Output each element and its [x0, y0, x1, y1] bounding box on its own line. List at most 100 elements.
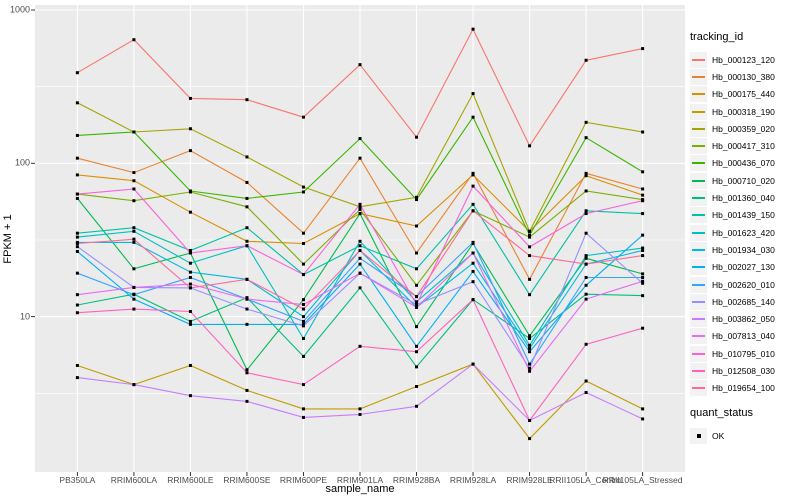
y-axis-title: FPKM + 1 — [2, 214, 14, 264]
data-point — [75, 101, 79, 105]
data-point — [245, 98, 249, 102]
data-point — [188, 363, 192, 367]
legend-item: Hb_001623_420 — [690, 224, 800, 241]
legend-item: Hb_007813_040 — [690, 328, 800, 345]
legend-key-box — [690, 362, 707, 379]
data-point — [75, 271, 79, 275]
data-point — [641, 417, 645, 421]
legend-key-box — [690, 207, 707, 224]
data-point — [415, 224, 419, 228]
legend-line-swatch — [692, 162, 705, 165]
data-point — [301, 273, 305, 277]
data-point — [245, 307, 249, 311]
legend-item-label: Hb_000359_020 — [712, 123, 775, 134]
data-point — [245, 399, 249, 403]
data-point — [301, 302, 305, 306]
legend-item: Hb_000175_440 — [690, 86, 800, 103]
legend-item: Hb_002685_140 — [690, 293, 800, 310]
data-point — [471, 298, 475, 302]
x-tick-label: RRIM600LA — [110, 475, 158, 485]
data-point — [132, 285, 136, 289]
legend-item-label: Hb_000436_070 — [712, 158, 775, 169]
legend-key-box — [690, 51, 707, 68]
data-point — [188, 322, 192, 326]
data-point — [358, 212, 362, 216]
legend-item-label: Hb_012508_030 — [712, 365, 775, 376]
legend-item-label: Hb_019654_100 — [712, 383, 775, 394]
legend-line-swatch — [692, 214, 705, 217]
data-point — [301, 190, 305, 194]
legend-key-box — [690, 155, 707, 172]
x-axis-title: sample_name — [325, 483, 395, 495]
y-tick-label: 1000 — [9, 4, 30, 15]
legend-item-label: Hb_000175_440 — [712, 89, 775, 100]
data-point — [471, 27, 475, 31]
data-point — [641, 199, 645, 203]
legend-item: Hb_000123_120 — [690, 51, 800, 68]
x-tick-label: RRII105LA_Stressed — [602, 475, 683, 485]
data-point — [188, 96, 192, 100]
legend-key-box — [690, 138, 707, 155]
data-point — [75, 192, 79, 196]
data-point — [75, 241, 79, 245]
legend-item-label: Hb_002620_010 — [712, 279, 775, 290]
data-point — [528, 293, 532, 297]
legend-item: Hb_010795_010 — [690, 345, 800, 362]
legend-item-label: Hb_010795_010 — [712, 348, 775, 359]
data-point — [75, 245, 79, 249]
data-point — [641, 326, 645, 330]
data-point — [415, 325, 419, 329]
data-point — [358, 202, 362, 206]
legend-item-label: Hb_002685_140 — [712, 296, 775, 307]
data-point — [641, 407, 645, 411]
data-point — [415, 305, 419, 309]
x-tick-label: RRIM600PE — [279, 475, 328, 485]
data-point — [584, 342, 588, 346]
legend-item-label: Hb_001439_150 — [712, 210, 775, 221]
data-point — [245, 368, 249, 372]
data-point — [584, 189, 588, 193]
data-point — [415, 251, 419, 255]
data-point — [132, 237, 136, 241]
data-point — [358, 137, 362, 141]
legend-item: Hb_000318_190 — [690, 103, 800, 120]
data-point — [358, 286, 362, 290]
data-point — [188, 309, 192, 313]
data-point — [528, 343, 532, 347]
legend-line-swatch — [692, 145, 705, 148]
legend-line-swatch — [692, 266, 705, 269]
data-point — [584, 58, 588, 62]
data-point — [75, 311, 79, 315]
legend-key-box — [690, 103, 707, 120]
data-point — [358, 256, 362, 260]
data-point — [245, 155, 249, 159]
data-point — [245, 205, 249, 209]
data-point — [358, 239, 362, 243]
legend-item-label: Hb_000123_120 — [712, 54, 775, 65]
legend-item: Hb_001934_030 — [690, 241, 800, 258]
data-point — [641, 233, 645, 237]
data-point — [132, 130, 136, 134]
legend-key-box — [690, 328, 707, 345]
legend-line-swatch — [692, 369, 705, 372]
data-point — [641, 272, 645, 276]
data-point — [301, 324, 305, 328]
legend-line-swatch — [692, 75, 705, 78]
data-point — [245, 388, 249, 392]
legend-line-swatch — [692, 231, 705, 234]
data-point — [301, 231, 305, 235]
data-point — [528, 277, 532, 281]
data-point — [245, 371, 249, 375]
legend-key-box — [690, 345, 707, 362]
data-point — [528, 144, 532, 148]
data-point — [188, 275, 192, 279]
legend-item: Hb_000417_310 — [690, 137, 800, 155]
data-point — [132, 187, 136, 191]
x-tick-label: RRII105LA_Control — [549, 475, 623, 485]
data-point — [584, 275, 588, 279]
data-point — [188, 127, 192, 131]
data-point — [132, 293, 136, 297]
data-point — [528, 369, 532, 373]
data-point — [358, 344, 362, 348]
legend-title-tracking-id: tracking_id — [690, 31, 744, 43]
